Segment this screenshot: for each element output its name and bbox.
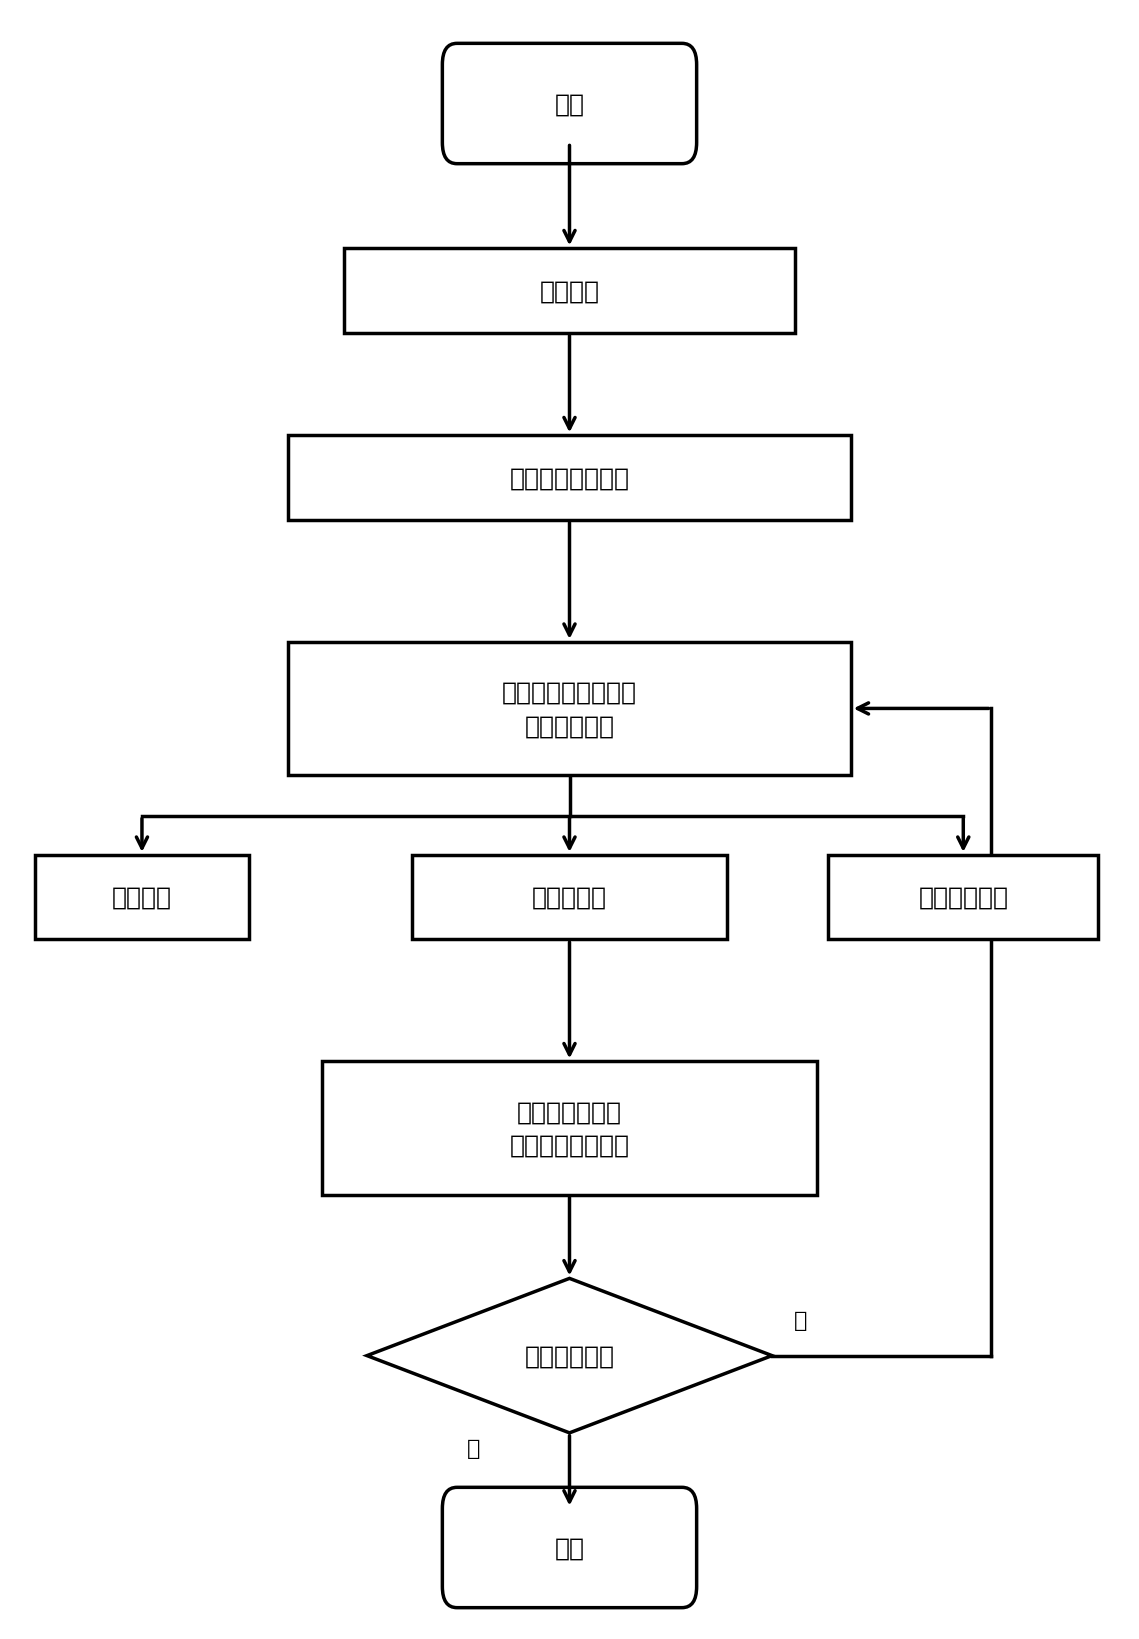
Text: 硬件安装: 硬件安装 [540,279,599,303]
Text: 满足设定要求: 满足设定要求 [524,1344,615,1369]
Polygon shape [367,1278,772,1432]
Bar [412,856,727,939]
Text: 否: 否 [794,1310,806,1329]
Text: 开始: 开始 [555,92,584,116]
Bar [322,1062,817,1195]
Bar [35,856,248,939]
FancyBboxPatch shape [442,1488,697,1608]
Bar [288,642,851,775]
Text: 与上位机通信: 与上位机通信 [918,885,1008,910]
Text: 是: 是 [467,1439,481,1459]
Text: 初始化、参数设置: 初始化、参数设置 [509,465,630,490]
Text: 扫描观测实验的实时
工作状态测量: 扫描观测实验的实时 工作状态测量 [502,680,637,738]
Text: 求解控制量: 求解控制量 [532,885,607,910]
Bar [288,436,851,521]
FancyBboxPatch shape [442,44,697,164]
Text: 结束: 结束 [555,1536,584,1560]
Text: 调整直流无刷电
机、压电陶瓷位移: 调整直流无刷电 机、压电陶瓷位移 [509,1100,630,1157]
Bar [344,249,795,334]
Text: 数据记录: 数据记录 [112,885,172,910]
Bar [828,856,1098,939]
